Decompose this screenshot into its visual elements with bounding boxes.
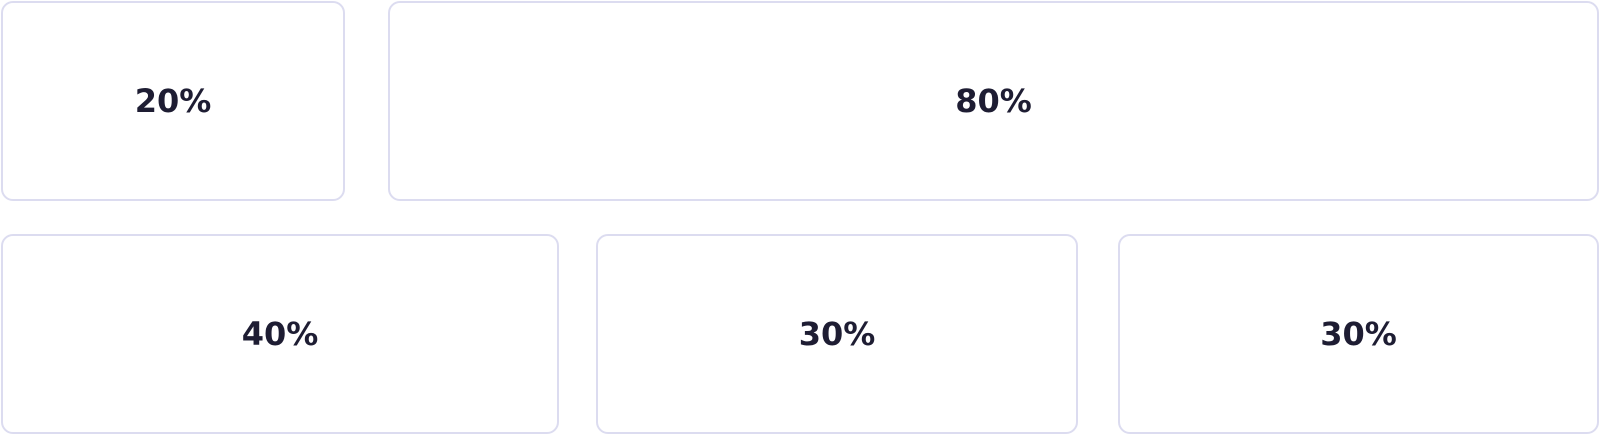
grid-cell-40: 40% — [1, 234, 559, 434]
grid-cell-30-first: 30% — [596, 234, 1078, 434]
grid-cell-20: 20% — [1, 1, 345, 201]
grid-cell-80: 80% — [388, 1, 1599, 201]
grid-cell-label: 30% — [1320, 315, 1397, 353]
grid-cell-label: 80% — [955, 82, 1032, 120]
grid-cell-label: 30% — [798, 315, 876, 353]
grid-cell-label: 40% — [241, 315, 319, 353]
grid-cell-30-second: 30% — [1118, 234, 1599, 434]
grid-cell-label: 20% — [134, 82, 212, 120]
